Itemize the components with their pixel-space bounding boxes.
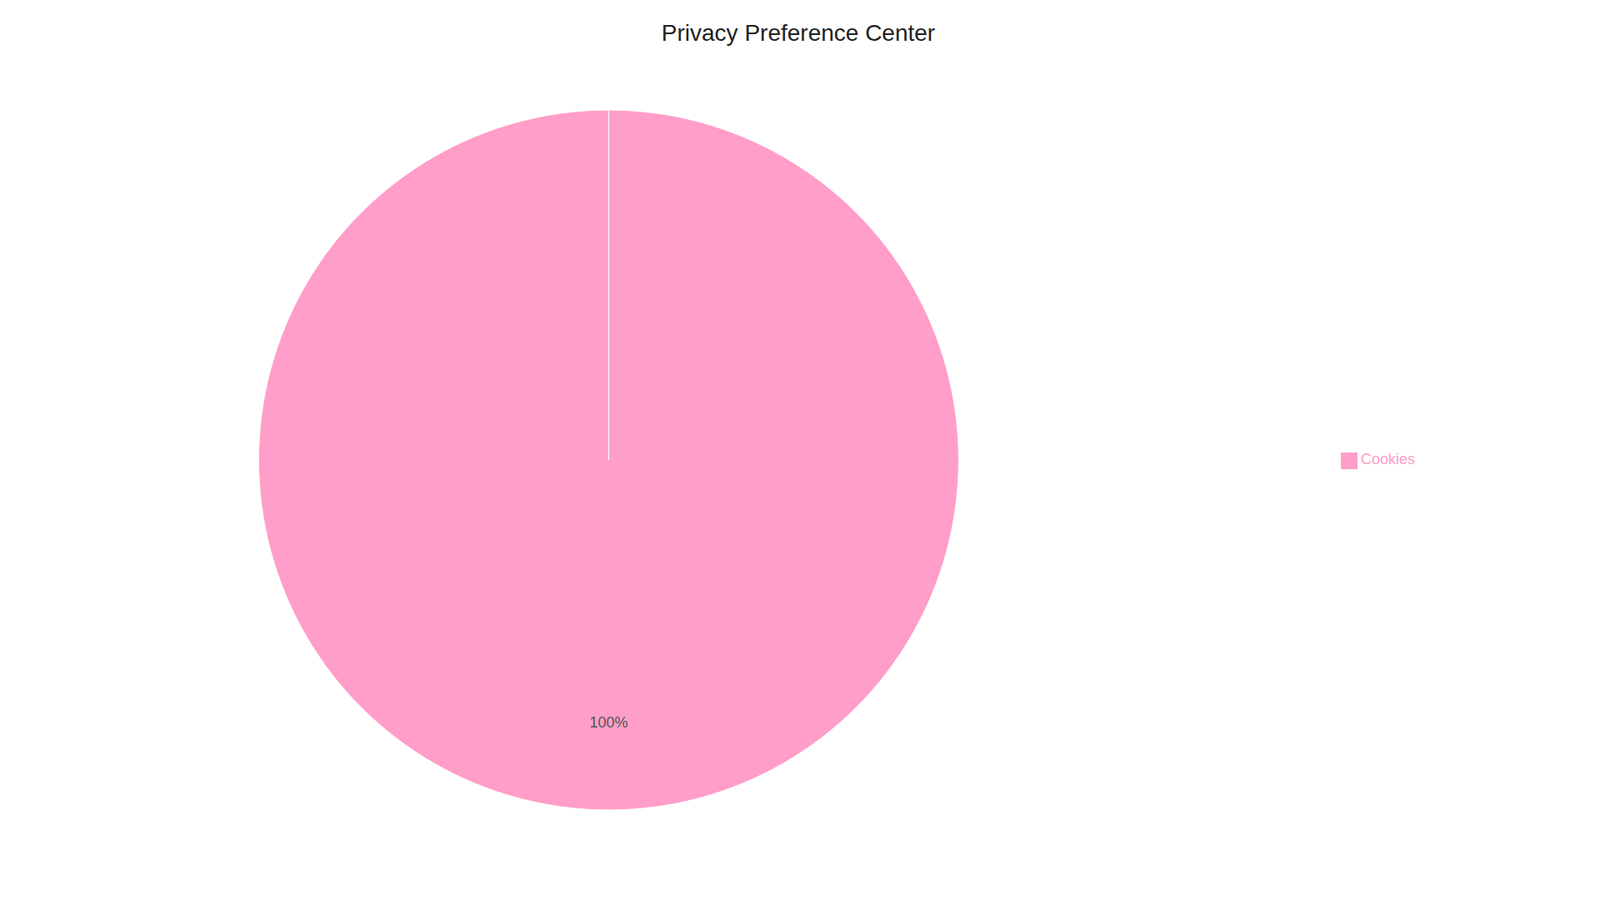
html-text:Privacy Preference Center: Privacy Preference Center [661, 20, 936, 46]
svg-text:100%: 100% [589, 714, 628, 731]
html-text:Cookies: Cookies [1360, 451, 1415, 468]
